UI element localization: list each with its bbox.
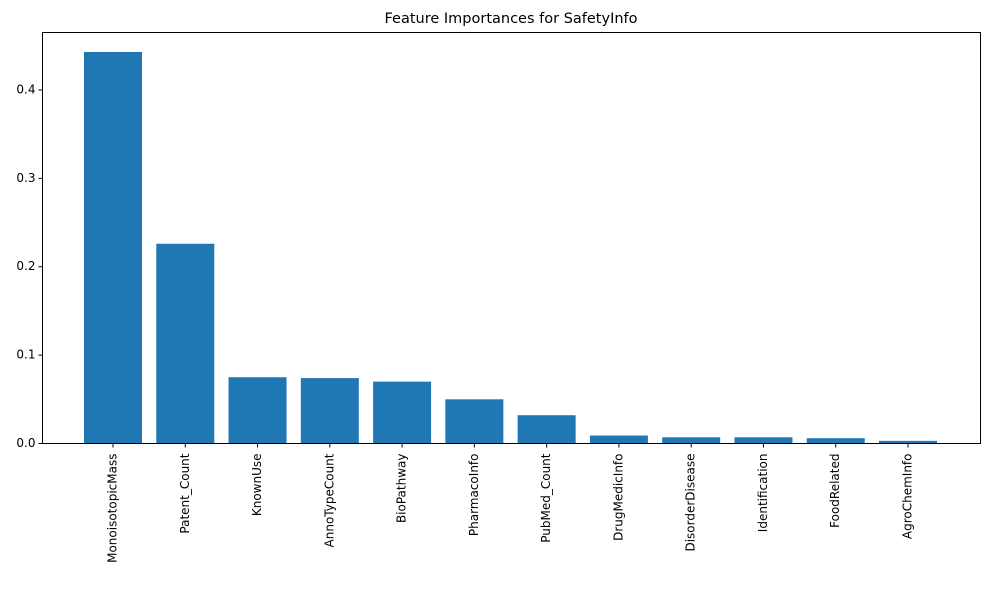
bar-disorderdisease (662, 437, 721, 444)
x-axis: MonoisotopicMass Patent_Count KnownUse Anno… (106, 443, 915, 563)
y-tick-label: 0.2 (16, 259, 35, 273)
bar-drugmedicinfo (589, 435, 648, 444)
x-tick-label: AnnoTypeCount (322, 453, 336, 547)
bar-foodrelated (806, 438, 865, 444)
x-tick-label: KnownUse (250, 454, 264, 517)
x-tick-label: FoodRelated (828, 454, 842, 528)
x-tick-label: MonoisotopicMass (106, 454, 120, 563)
plot-frame (42, 32, 981, 444)
bar-biopathway (373, 381, 432, 444)
chart-title: Feature Importances for SafetyInfo (384, 11, 637, 27)
x-tick-label: Identification (756, 454, 770, 533)
x-tick-label: PharmacoInfo (467, 454, 481, 537)
y-tick-label: 0.3 (16, 171, 35, 185)
bar-pharmacoinfo (445, 399, 504, 444)
bar-agrocheminfo (879, 440, 937, 444)
x-tick-label: DrugMedicInfo (611, 454, 625, 541)
x-tick-label: Patent_Count (178, 453, 192, 533)
y-axis: 0.0 0.1 0.2 0.3 0.4 (16, 82, 43, 450)
bar-knownuse (228, 377, 287, 444)
y-tick-label: 0.4 (16, 82, 35, 96)
y-tick-label: 0.0 (16, 436, 35, 450)
x-tick-label: AgroChemInfo (901, 454, 915, 540)
bar-monoisotopicmass (84, 51, 142, 444)
x-tick-label: PubMed_Count (539, 453, 553, 543)
x-tick-label: BioPathway (395, 454, 409, 524)
y-tick-label: 0.1 (16, 348, 35, 362)
bar-patent-count (156, 243, 215, 444)
bars-group (84, 51, 937, 444)
bar-identification (734, 437, 793, 444)
bar-pubmed-count (517, 415, 576, 444)
x-tick-label: DisorderDisease (684, 454, 698, 552)
bar-annotypecount (300, 378, 359, 444)
